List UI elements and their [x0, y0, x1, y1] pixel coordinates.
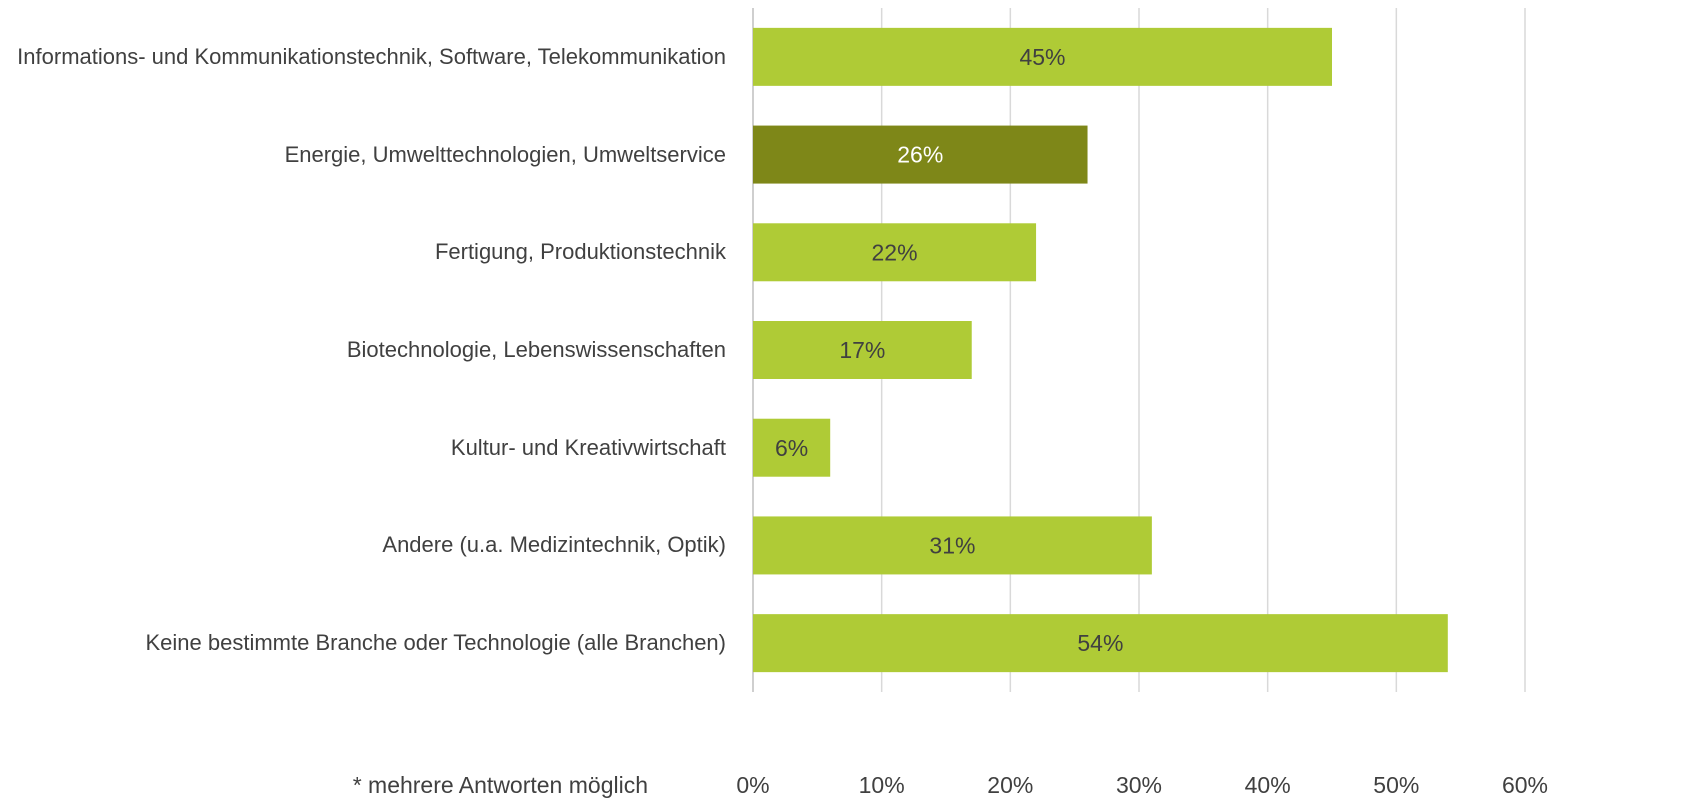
x-tick-label: 0% — [736, 772, 769, 798]
category-label: Fertigung, Produktionstechnik — [434, 239, 726, 265]
x-tick-label: 50% — [1373, 772, 1419, 798]
bar — [753, 614, 1448, 673]
bar — [753, 223, 1037, 282]
data-label: 22% — [872, 239, 918, 265]
bar — [753, 516, 1152, 575]
x-tick-label: 20% — [987, 772, 1033, 798]
data-label: 26% — [897, 142, 943, 168]
bar — [753, 27, 1332, 86]
bar — [753, 418, 831, 477]
annotation: * mehrere Antworten möglich — [353, 772, 648, 798]
category-label: Biotechnologie, Lebenswissenschaften — [346, 337, 726, 362]
data-label: 45% — [1019, 44, 1065, 70]
data-label: 54% — [1077, 630, 1123, 656]
x-tick-label: 40% — [1245, 772, 1291, 798]
category-label: Andere (u.a. Medizintechnik, Optik) — [382, 532, 726, 558]
x-tick-label: 10% — [859, 772, 905, 798]
x-tick-label: 30% — [1116, 772, 1162, 798]
bar — [753, 321, 972, 379]
data-label: 31% — [929, 533, 975, 559]
category-label: Energie, Umwelttechnologien, Umweltservi… — [284, 141, 726, 167]
category-label: Informations- und Kommunikationstechnik,… — [17, 43, 726, 69]
bar — [753, 125, 1088, 184]
data-label: 17% — [839, 337, 885, 363]
category-label: Kultur- und Kreativwirtschaft — [450, 434, 726, 460]
data-label: 6% — [775, 435, 808, 461]
category-label: Keine bestimmte Branche oder Technologie… — [145, 630, 727, 656]
x-tick-label: 60% — [1502, 772, 1548, 798]
